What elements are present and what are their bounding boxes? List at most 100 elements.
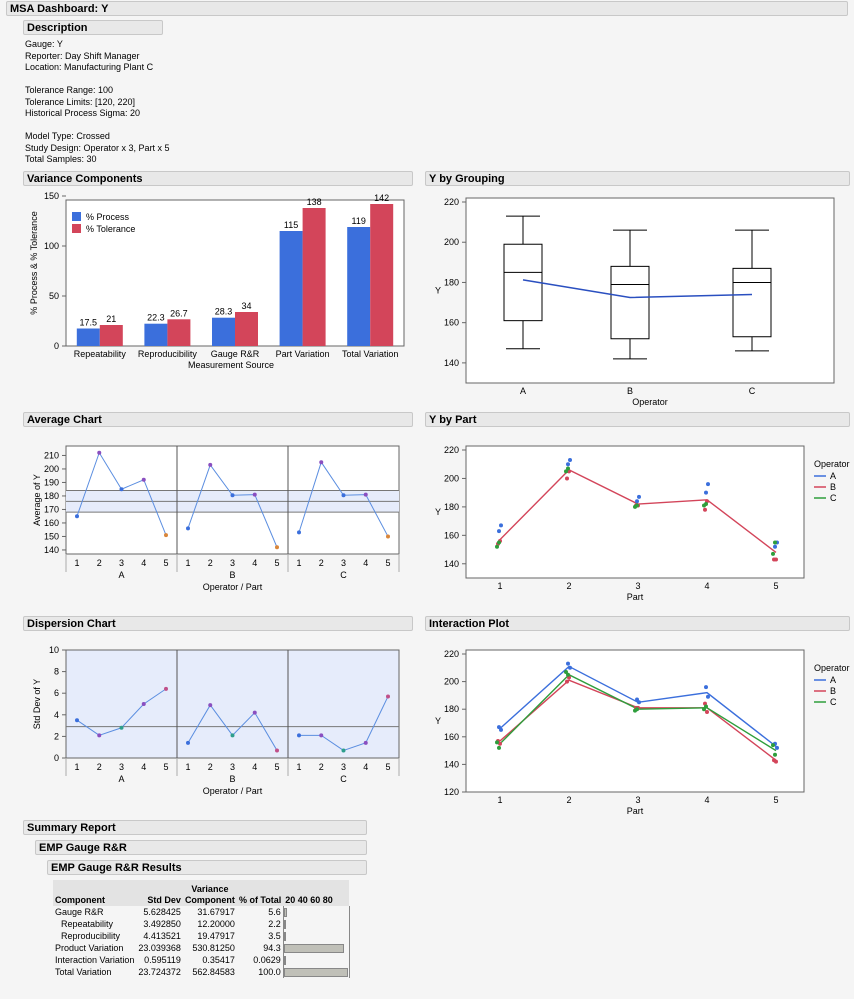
x-tick-label: 2 xyxy=(566,581,571,591)
interaction-plot-header[interactable]: Interaction Plot xyxy=(425,616,850,631)
cell-std-dev: 5.628425 xyxy=(143,907,181,917)
x-tick-label: 4 xyxy=(363,762,368,772)
data-point xyxy=(119,487,124,492)
table-row: Interaction Variation 0.595119 0.35417 0.06… xyxy=(53,954,350,966)
cell-variance: 12.20000 xyxy=(197,919,235,929)
x-tick-label: 1 xyxy=(296,558,301,568)
x-tick-label: 3 xyxy=(341,558,346,568)
y-tick-label: 4 xyxy=(54,710,59,720)
y-tick-label: 200 xyxy=(444,473,459,483)
pct-bar xyxy=(283,943,345,953)
box xyxy=(610,265,650,340)
x-tick-label: Total Variation xyxy=(342,349,398,359)
y-by-grouping-chart: 140 160 180 200 220 A B C Operator Y xyxy=(435,197,835,407)
x-tick-label: 5 xyxy=(385,762,390,772)
legend-label: A xyxy=(830,675,836,685)
group-label: A xyxy=(118,774,124,784)
data-label: 119 xyxy=(352,216,366,226)
data-point xyxy=(97,450,102,455)
data-point xyxy=(319,460,324,465)
y-tick-label: 180 xyxy=(444,704,459,714)
y-by-part-header[interactable]: Y by Part xyxy=(425,412,850,427)
legend-label: A xyxy=(830,471,836,481)
col-pct-bar: 20 40 60 80 xyxy=(285,895,333,905)
x-tick-label: Reproducibility xyxy=(138,349,198,359)
data-point xyxy=(230,733,235,738)
plot-frame xyxy=(65,649,400,759)
mean-line xyxy=(522,279,753,299)
data-point xyxy=(75,514,79,519)
dashboard-title[interactable]: MSA Dashboard: Y xyxy=(6,1,848,16)
emp-gauge-rr-header[interactable]: EMP Gauge R&R xyxy=(35,840,367,855)
y-by-grouping-header[interactable]: Y by Grouping xyxy=(425,171,850,186)
x-tick-label: 5 xyxy=(163,762,168,772)
data-point xyxy=(773,544,777,549)
description-line: Study Design: Operator x 3, Part x 5 xyxy=(25,142,170,153)
description-header[interactable]: Description xyxy=(23,20,163,35)
cell-component: Total Variation xyxy=(55,967,112,977)
y-axis-label: Average of Y xyxy=(32,474,42,526)
average-chart-header[interactable]: Average Chart xyxy=(23,412,413,427)
group-label: C xyxy=(340,774,347,784)
cell-pct: 100.0 xyxy=(258,967,281,977)
cell-component: Product Variation xyxy=(55,943,124,953)
x-tick-label: 2 xyxy=(319,762,324,772)
data-point xyxy=(75,718,79,723)
description-line: Location: Manufacturing Plant C xyxy=(25,62,154,72)
data-point xyxy=(568,665,572,670)
x-tick-label: 2 xyxy=(97,762,102,772)
cell-pct: 94.3 xyxy=(263,943,281,953)
gauge-rr-results-table: Component Std Dev Variance Component % o… xyxy=(53,880,350,978)
legend-label: % Tolerance xyxy=(86,224,135,234)
data-point xyxy=(565,476,569,481)
x-axis-label: Operator xyxy=(632,397,668,407)
data-point xyxy=(141,477,146,482)
x-tick-label: 4 xyxy=(141,762,146,772)
bar xyxy=(302,208,326,346)
col-component: Component xyxy=(55,895,105,905)
cell-pct-bar xyxy=(282,954,350,966)
x-tick-label: 4 xyxy=(252,558,257,568)
cell-pct: 0.0629 xyxy=(253,955,281,965)
cell-std-dev: 3.492850 xyxy=(143,919,181,929)
description-line: Tolerance Range: 100 xyxy=(25,85,114,95)
variance-components-header[interactable]: Variance Components xyxy=(23,171,413,186)
x-tick-label: 1 xyxy=(296,762,301,772)
x-tick-label: 2 xyxy=(319,558,324,568)
x-tick-label: 3 xyxy=(119,762,124,772)
y-tick-label: 220 xyxy=(444,649,459,659)
description-line: Model Type: Crossed xyxy=(25,131,110,141)
y-tick-label: 100 xyxy=(44,241,59,251)
cell-component: Repeatability xyxy=(61,919,114,929)
dispersion-chart-header[interactable]: Dispersion Chart xyxy=(23,616,413,631)
y-tick-label: 0 xyxy=(54,341,59,351)
data-point xyxy=(773,540,777,545)
description-line: Historical Process Sigma: 20 xyxy=(25,108,141,118)
summary-report-header[interactable]: Summary Report xyxy=(23,820,367,835)
y-tick-label: 150 xyxy=(44,531,59,541)
x-tick-label: C xyxy=(749,386,756,396)
plot-frame xyxy=(465,649,805,793)
y-axis-label: Y xyxy=(435,716,441,726)
pct-bar xyxy=(283,919,286,929)
x-tick-label: 1 xyxy=(497,795,502,805)
y-tick-label: 140 xyxy=(44,545,59,555)
cell-component: Interaction Variation xyxy=(55,955,135,965)
x-axis-label: Measurement Source xyxy=(188,360,274,370)
data-point xyxy=(119,725,124,730)
data-point xyxy=(275,748,279,753)
cell-component: Reproducibility xyxy=(61,931,121,941)
description-line: Gauge: Y xyxy=(25,39,63,49)
y-tick-label: 190 xyxy=(44,477,59,487)
emp-gauge-rr-results-header[interactable]: EMP Gauge R&R Results xyxy=(47,860,367,875)
group-label: B xyxy=(229,774,235,784)
data-point xyxy=(704,704,708,709)
cell-pct-bar xyxy=(282,942,350,954)
x-tick-label: Part Variation xyxy=(276,349,330,359)
x-axis-label: Part xyxy=(627,592,644,602)
data-point xyxy=(635,499,639,504)
y-tick-label: 160 xyxy=(44,518,59,528)
data-point xyxy=(497,540,501,545)
x-tick-label: 2 xyxy=(208,762,213,772)
